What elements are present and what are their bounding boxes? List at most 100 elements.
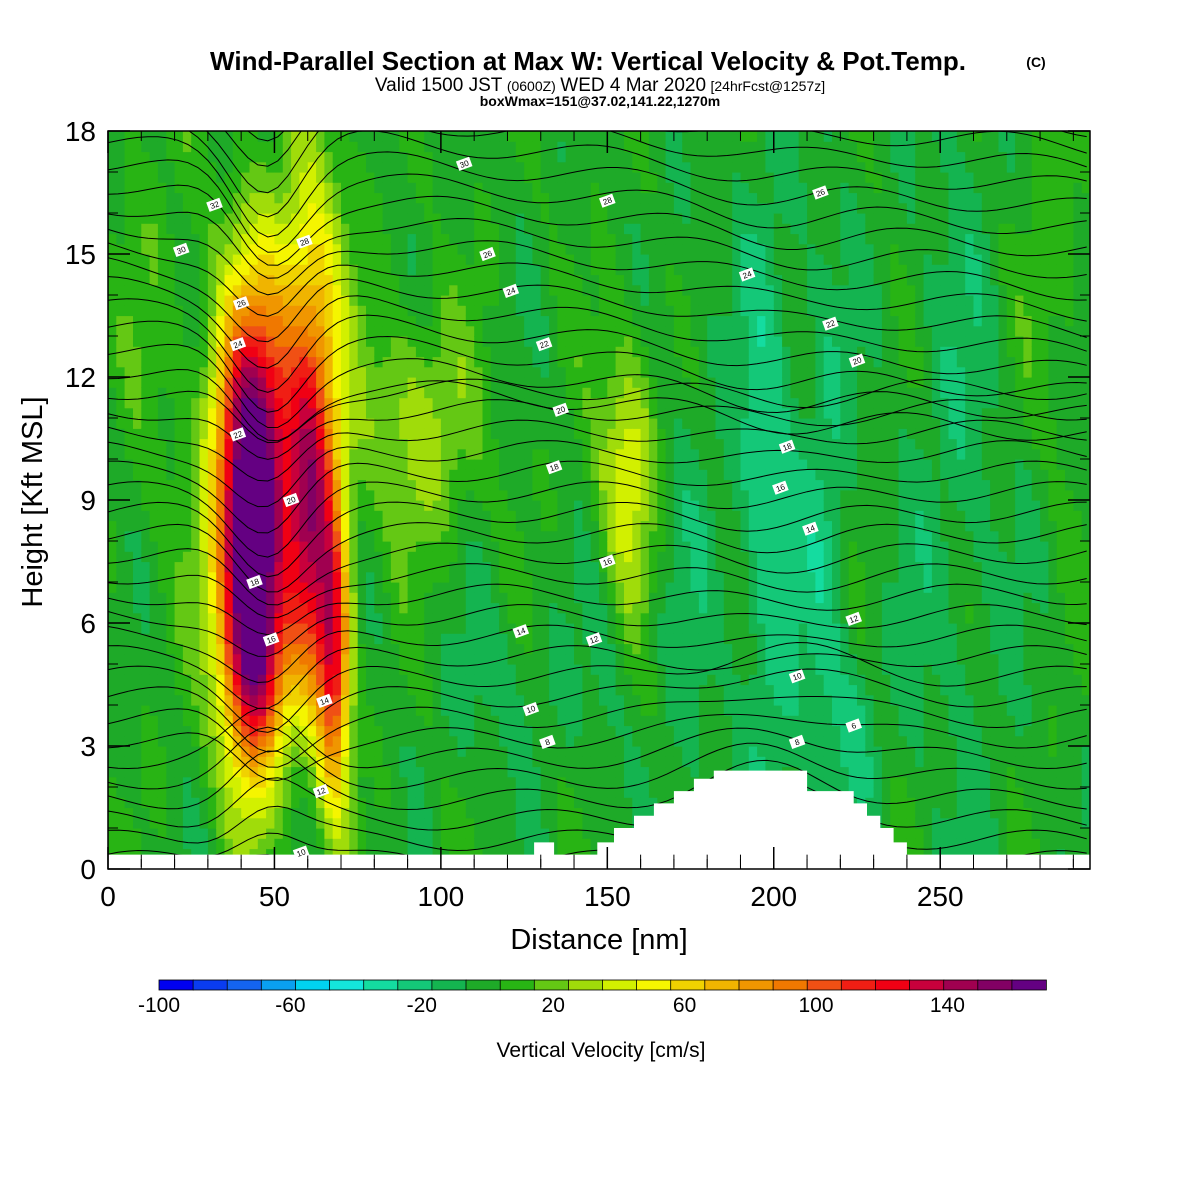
w-cell (141, 397, 151, 409)
w-cell (382, 561, 392, 573)
w-cell (282, 192, 292, 204)
w-cell (207, 838, 217, 850)
w-cell (257, 161, 267, 173)
w-cell (640, 735, 650, 747)
w-cell (316, 520, 325, 532)
w-cell (199, 633, 209, 645)
w-cell (141, 653, 151, 665)
w-cell (249, 243, 259, 255)
w-cell (257, 694, 267, 706)
w-cell (382, 848, 392, 860)
w-cell (648, 192, 658, 204)
w-cell (374, 807, 384, 819)
w-cell (432, 192, 442, 204)
w-cell (574, 325, 583, 337)
w-cell (540, 202, 550, 214)
w-cell (574, 787, 583, 798)
w-cell (415, 131, 425, 142)
w-cell (632, 254, 642, 265)
w-cell (349, 571, 359, 583)
w-cell (324, 387, 334, 399)
w-cell (524, 653, 533, 665)
w-cell (274, 694, 284, 706)
w-cell (465, 202, 475, 214)
w-cell (415, 787, 425, 798)
w-cell (424, 387, 434, 399)
w-cell (166, 161, 176, 173)
w-cell (624, 243, 633, 255)
w-cell (157, 325, 167, 337)
w-cell (640, 725, 650, 737)
w-cell (149, 694, 159, 706)
w-cell (432, 633, 442, 645)
w-cell (524, 161, 533, 173)
w-cell (457, 448, 467, 460)
w-cell (274, 561, 284, 573)
w-cell (257, 520, 267, 532)
w-cell (665, 387, 675, 399)
w-cell (199, 469, 209, 481)
w-cell (349, 469, 359, 481)
w-cell (648, 633, 658, 645)
w-cell (532, 295, 542, 306)
w-cell (341, 315, 350, 327)
w-cell (366, 715, 375, 727)
w-cell (266, 571, 275, 583)
w-cell (124, 428, 134, 440)
w-cell (341, 274, 350, 286)
w-cell (224, 151, 234, 163)
w-cell (124, 561, 134, 573)
w-cell (524, 612, 533, 624)
w-cell (224, 254, 234, 265)
w-cell (482, 571, 492, 583)
w-cell (366, 500, 375, 511)
w-cell (124, 346, 134, 358)
w-cell (357, 592, 367, 604)
w-cell (174, 407, 184, 419)
w-cell (640, 295, 650, 306)
w-cell (191, 428, 201, 440)
w-cell (590, 653, 600, 665)
w-cell (141, 848, 151, 860)
w-cell (374, 305, 384, 317)
w-cell (357, 397, 367, 409)
w-cell (349, 592, 359, 604)
w-cell (341, 735, 350, 747)
w-cell (540, 264, 550, 276)
w-cell (432, 674, 442, 686)
w-cell (582, 612, 592, 624)
w-cell (182, 407, 192, 419)
w-cell (357, 223, 367, 235)
w-cell (166, 243, 176, 255)
w-cell (374, 151, 384, 163)
w-cell (291, 192, 300, 204)
w-cell (599, 274, 608, 286)
w-cell (424, 684, 434, 696)
w-cell (440, 530, 450, 542)
w-cell (241, 366, 251, 378)
w-cell (415, 530, 425, 542)
w-cell (116, 746, 126, 757)
w-cell (632, 541, 642, 552)
w-cell (415, 776, 425, 788)
w-cell (557, 653, 567, 665)
w-cell (174, 817, 184, 829)
w-cell (515, 725, 525, 737)
w-cell (499, 172, 508, 183)
w-cell (549, 346, 558, 358)
w-cell (124, 530, 134, 542)
w-cell (141, 151, 151, 163)
w-cell (116, 776, 126, 788)
w-cell (299, 305, 309, 317)
w-cell (341, 612, 350, 624)
w-cell (182, 582, 192, 593)
w-cell (515, 510, 525, 522)
w-cell (249, 254, 259, 265)
w-cell (133, 377, 142, 388)
w-cell (615, 510, 625, 522)
w-cell (141, 787, 151, 798)
w-cell (316, 479, 325, 491)
w-cell (191, 346, 201, 358)
w-cell (532, 766, 542, 778)
w-cell (565, 172, 575, 183)
